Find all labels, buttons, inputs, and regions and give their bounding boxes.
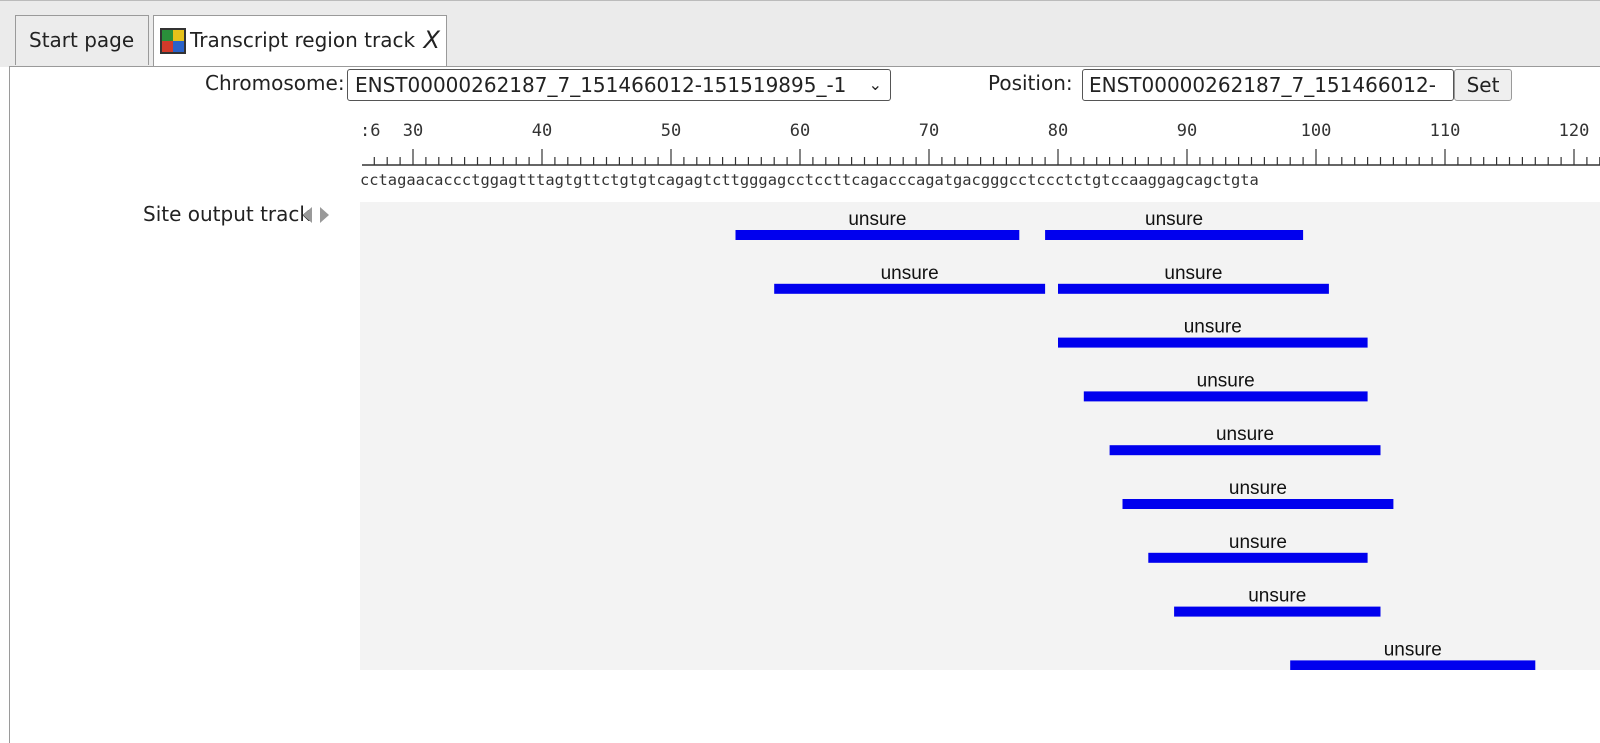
triangle-right-icon[interactable] [320, 207, 329, 223]
position-label: Position: [988, 71, 1073, 95]
site-feature-label: unsure [881, 263, 939, 284]
site-feature-label: unsure [1145, 209, 1203, 230]
ruler-tick-label: 90 [1177, 121, 1197, 141]
tab-bar: Start page Transcript region track X [0, 0, 1600, 68]
nucleotide-sequence: cctagaacaccctggagtttagtgttctgtgtcagagtct… [360, 171, 1259, 189]
chevron-down-icon: ⌄ [868, 75, 882, 94]
site-feature-label: unsure [1164, 263, 1222, 284]
ruler-tick-label: 60 [790, 121, 810, 141]
ruler-tick-label: 70 [919, 121, 939, 141]
site-feature-bar[interactable] [1290, 660, 1536, 670]
set-button[interactable]: Set [1454, 69, 1512, 101]
site-feature-bar[interactable] [735, 230, 1020, 240]
site-feature-label: unsure [1229, 478, 1287, 499]
site-feature-bar[interactable] [1174, 606, 1381, 617]
site-feature-label: unsure [848, 209, 906, 230]
ruler-tick-label: 80 [1048, 121, 1068, 141]
site-feature-bar[interactable] [1058, 337, 1368, 348]
site-feature-bar[interactable] [1083, 391, 1368, 402]
position-value: ENST00000262187_7_151466012- [1089, 73, 1436, 97]
set-button-label: Set [1466, 73, 1500, 97]
site-feature-bar[interactable] [1058, 283, 1329, 294]
triangle-left-icon[interactable] [303, 207, 312, 223]
close-tab-icon[interactable]: X [423, 26, 440, 54]
site-feature-bar[interactable] [1109, 445, 1381, 456]
site-feature-label: unsure [1197, 370, 1255, 391]
ruler-tick-label: 120 [1559, 121, 1590, 141]
chromosome-select[interactable]: ENST00000262187_7_151466012-151519895_-1… [347, 69, 891, 101]
ruler-tick-label: :6 [360, 121, 380, 141]
track-name: Site output track [143, 202, 311, 226]
sequence-ruler: :6 30 40 50 60 70 80 90 100 110 120 [360, 121, 1600, 166]
ruler-tick-label: 110 [1430, 121, 1461, 141]
site-feature-label: unsure [1229, 532, 1287, 553]
site-feature-label: unsure [1184, 317, 1242, 338]
tab-start-page[interactable]: Start page [15, 15, 149, 65]
site-feature-bar[interactable] [1045, 230, 1304, 240]
chromosome-value: ENST00000262187_7_151466012-151519895_-1 [355, 73, 847, 97]
site-feature-bar[interactable] [1122, 499, 1394, 509]
chromosome-label: Chromosome: [205, 71, 345, 95]
ruler-tick-label: 100 [1301, 121, 1332, 141]
site-feature-label: unsure [1216, 424, 1274, 445]
site-feature-bar[interactable] [774, 283, 1046, 294]
track-area [360, 202, 1600, 670]
track-app-icon [160, 28, 186, 54]
position-input[interactable]: ENST00000262187_7_151466012- [1082, 69, 1454, 101]
ruler-tick-label: 30 [403, 121, 423, 141]
ruler-tick-label: 40 [532, 121, 552, 141]
tab-label: Transcript region track [190, 28, 416, 52]
site-feature-label: unsure [1248, 586, 1306, 607]
site-output-track: unsure unsure unsure unsure unsure unsure unsu… [735, 209, 1536, 670]
tab-transcript-region-track[interactable]: Transcript region track X [153, 15, 447, 68]
ruler-tick-label: 50 [661, 121, 681, 141]
site-feature-label: unsure [1384, 639, 1442, 660]
site-feature-bar[interactable] [1148, 552, 1368, 563]
tab-label: Start page [29, 28, 135, 52]
